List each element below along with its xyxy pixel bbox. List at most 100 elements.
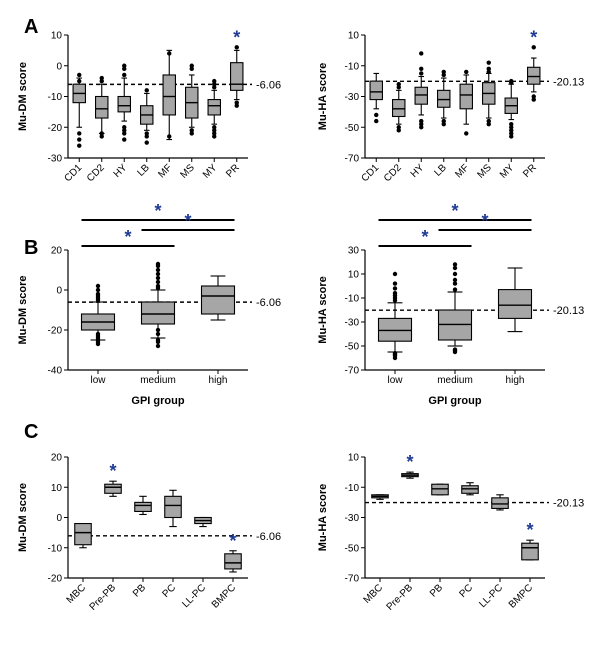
box-iqr (74, 522, 92, 546)
outlier-point (155, 283, 161, 289)
reference-label: -20.13 (553, 305, 584, 317)
box-mbc (371, 494, 389, 500)
outlier-point (95, 291, 101, 297)
outlier-point (77, 143, 82, 148)
box-iqr (207, 99, 221, 116)
outlier-point (396, 82, 401, 87)
outlier-point (122, 66, 127, 72)
category-label: high (506, 375, 525, 386)
reference-label: -6.06 (256, 79, 281, 91)
box-pr (527, 45, 541, 102)
outlier-point (77, 78, 82, 84)
category-label: CD2 (85, 162, 107, 184)
box-cd1 (369, 72, 383, 124)
outlier-point (486, 118, 491, 124)
category-label: HY (409, 162, 427, 180)
bracket-star: * (481, 211, 488, 231)
bracket-star: * (124, 227, 131, 247)
y-axis-title: Mu-DM score (17, 483, 29, 552)
y-tick-label: 0 (56, 61, 62, 72)
outlier-point (77, 72, 82, 78)
outlier-point (122, 125, 127, 130)
outlier-point (531, 45, 536, 50)
y-tick-label: -10 (48, 543, 63, 554)
y-tick-label: 0 (56, 513, 62, 524)
bracket-star: * (184, 211, 191, 231)
outlier-point (144, 134, 149, 139)
box-pc (461, 482, 479, 496)
outlier-point (531, 97, 536, 102)
box-cd1 (72, 72, 86, 148)
outlier-point (392, 271, 398, 277)
outlier-point (464, 131, 469, 136)
category-label: PC (458, 582, 476, 600)
outlier-point (486, 66, 491, 72)
box-iqr (437, 89, 451, 108)
outlier-point (509, 121, 514, 127)
category-label: MF (156, 162, 174, 180)
outlier-point (452, 265, 458, 271)
y-tick-label: 10 (348, 453, 360, 464)
outlier-point (99, 134, 104, 139)
outlier-point (452, 271, 458, 277)
category-label: BMPC (210, 582, 238, 610)
bracket-star: * (154, 201, 161, 221)
category-label: MS (178, 162, 197, 181)
category-label: Pre-PB (385, 582, 416, 613)
significance-star: * (526, 520, 533, 540)
outlier-point (509, 131, 514, 136)
y-tick-label: -20 (48, 123, 63, 134)
y-tick-label: -10 (48, 92, 63, 103)
y-tick-label: -50 (345, 543, 360, 554)
outlier-point (441, 118, 446, 124)
box-mbc (74, 522, 92, 549)
outlier-point (396, 85, 401, 90)
box-iqr (95, 95, 109, 119)
outlier-point (155, 337, 161, 343)
y-tick-label: -10 (345, 61, 360, 72)
y-axis-title: Mu-HA score (317, 276, 329, 343)
category-label: PR (224, 162, 242, 180)
outlier-point (374, 112, 379, 118)
outlier-point (212, 82, 217, 87)
outlier-point (531, 94, 536, 99)
outlier-point (419, 66, 424, 72)
category-label: Pre-PB (88, 582, 119, 613)
box-iqr (369, 80, 383, 101)
y-tick-label: 0 (56, 286, 62, 297)
y-tick-label: -30 (345, 92, 360, 103)
box-iqr (491, 497, 509, 509)
outlier-point (99, 75, 104, 81)
outlier-point (441, 121, 446, 127)
box-medium (437, 262, 473, 355)
box-hy (414, 51, 428, 130)
outlier-point (99, 131, 104, 136)
outlier-point (374, 118, 379, 124)
box-pb (134, 495, 152, 516)
outlier-point (452, 277, 458, 283)
category-label: low (90, 375, 106, 386)
box-iqr (527, 66, 541, 85)
box-bmpc (521, 539, 539, 561)
category-label: BMPC (507, 582, 535, 610)
category-label: LL-PC (180, 582, 208, 610)
box-iqr (497, 289, 533, 319)
y-tick-label: -40 (48, 366, 63, 377)
reference-label: -20.13 (553, 498, 584, 510)
category-label: medium (437, 375, 473, 386)
outlier-point (392, 286, 398, 291)
outlier-point (212, 85, 217, 90)
box-bmpc (224, 550, 242, 573)
category-label: MY (498, 162, 517, 181)
outlier-point (509, 134, 514, 139)
y-axis-title: Mu-HA score (317, 484, 329, 551)
outlier-point (189, 131, 194, 136)
category-label: PR (521, 162, 539, 180)
outlier-point (486, 69, 491, 75)
chart-b-left: -40 -20 0 20 Mu-DM score -6.06 low medium high GP… (17, 201, 281, 407)
outlier-point (419, 51, 424, 56)
outlier-point (155, 261, 161, 267)
box-low (80, 283, 116, 347)
y-tick-label: -50 (345, 123, 360, 134)
